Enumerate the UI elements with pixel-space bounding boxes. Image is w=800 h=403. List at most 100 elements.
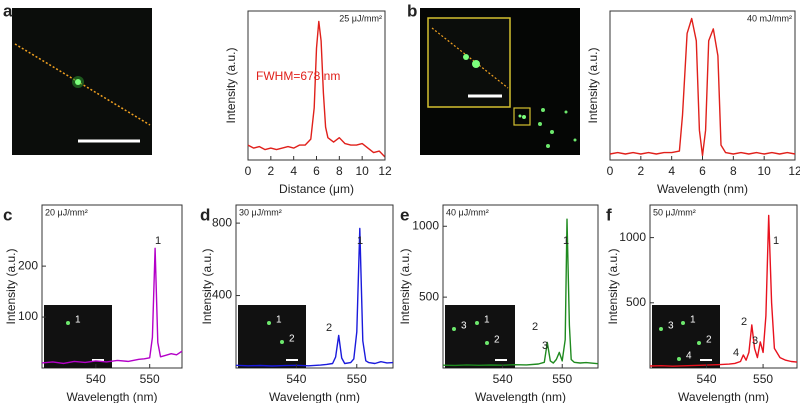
y-axis-label: Intensity (a.u.) [200,248,214,324]
y-tick-label: 500 [626,295,646,309]
annotation: 40 mJ/mm² [747,13,792,23]
peak-label: 1 [155,235,161,247]
plot-frame [247,10,386,161]
panel-label: e [400,205,409,224]
x-tick-label: 0 [607,164,614,178]
y-tick-label: 500 [419,289,439,303]
x-axis-label: Wavelength (nm) [475,390,566,403]
x-tick-label: 550 [753,372,773,386]
x-axis-label: Wavelength (nm) [678,390,769,403]
emitter-dot [659,327,663,331]
emitter-dot [681,321,685,325]
inset-label: 1 [484,315,490,326]
inset-label: 3 [668,321,674,332]
panel-label: b [407,1,417,20]
spectrum-line [609,17,796,157]
y-axis-label: Intensity (a.u.) [224,47,238,123]
plot-frame [609,10,796,161]
y-tick-label: 200 [18,258,38,272]
panel-label: c [3,205,12,224]
y-axis-label: Intensity (a.u.) [398,248,412,324]
x-tick-label: 550 [552,372,572,386]
peak-label: 2 [532,321,538,333]
emitter-dot [267,321,271,325]
x-tick-label: 4 [290,164,297,178]
x-tick-label: 12 [378,164,392,178]
y-axis-label: Intensity (a.u.) [606,248,620,324]
spectrum-line [41,247,183,365]
peak-label: 1 [773,235,779,247]
y-tick-label: 1000 [619,230,646,244]
inset-label: 1 [75,315,81,326]
x-tick-label: 550 [140,372,160,386]
inset-label: 3 [461,321,467,332]
emitter-dot [697,341,701,345]
x-axis-label: Wavelength (nm) [67,390,158,403]
x-tick-label: 4 [668,164,675,178]
panel-label: d [200,205,210,224]
x-tick-label: 2 [637,164,644,178]
x-tick-label: 540 [286,372,306,386]
x-tick-label: 540 [86,372,106,386]
y-axis-label: Intensity (a.u.) [4,248,18,324]
y-axis-label: Intensity (a.u.) [586,47,600,123]
x-axis-label: Wavelength (nm) [657,182,748,196]
emitter-dot [66,321,70,325]
annotation: 50 μJ/mm² [653,207,696,217]
y-tick-label: 400 [212,288,232,302]
peak-label: 2 [326,322,332,334]
panel-label: a [3,1,13,20]
x-tick-label: 6 [313,164,320,178]
peak-label: 4 [733,347,739,359]
annotation: 20 μJ/mm² [45,207,88,217]
spectrum-line [247,20,386,158]
annotation: 25 μJ/mm² [339,13,382,23]
spectrum-line [235,227,394,367]
y-tick-label: 100 [18,309,38,323]
x-tick-label: 8 [730,164,737,178]
inset-image [445,305,515,368]
emitter-dot [280,340,284,344]
y-tick-label: 1000 [412,218,439,232]
peak-label: 1 [563,235,569,247]
x-tick-label: 8 [336,164,343,178]
inset-label: 1 [276,315,282,326]
inset-label: 1 [690,315,696,326]
peak-label: 3 [752,335,758,347]
x-tick-label: 550 [347,372,367,386]
micrograph-a [12,8,152,155]
emitter-dot [677,357,681,361]
inset-label: 2 [706,335,712,346]
x-tick-label: 10 [757,164,771,178]
x-axis-label: Wavelength (nm) [269,390,360,403]
x-tick-label: 540 [697,372,717,386]
emitter-dot [475,321,479,325]
x-tick-label: 6 [699,164,706,178]
annotation: FWHM=678 nm [256,69,340,83]
inset-label: 4 [686,351,692,362]
x-tick-label: 540 [493,372,513,386]
inset-image [238,305,306,368]
x-tick-label: 0 [245,164,252,178]
inset-label: 2 [494,335,500,346]
panel-label: f [606,205,612,224]
spectrum-line [442,218,599,367]
x-tick-label: 2 [267,164,274,178]
annotation: 40 μJ/mm² [446,207,489,217]
x-tick-label: 10 [355,164,369,178]
inset-image [652,305,720,368]
peak-label: 3 [542,340,548,352]
micrograph-b [420,8,580,155]
inset-image [44,305,112,368]
emitter-dot [485,341,489,345]
peak-label: 2 [741,316,747,328]
y-tick-label: 800 [212,215,232,229]
x-axis-label: Distance (μm) [279,182,354,196]
annotation: 30 μJ/mm² [239,207,282,217]
emitter-dot [452,327,456,331]
spectrum-line [649,214,798,367]
x-tick-label: 12 [788,164,800,178]
peak-label: 1 [357,235,363,247]
inset-label: 2 [289,334,295,345]
